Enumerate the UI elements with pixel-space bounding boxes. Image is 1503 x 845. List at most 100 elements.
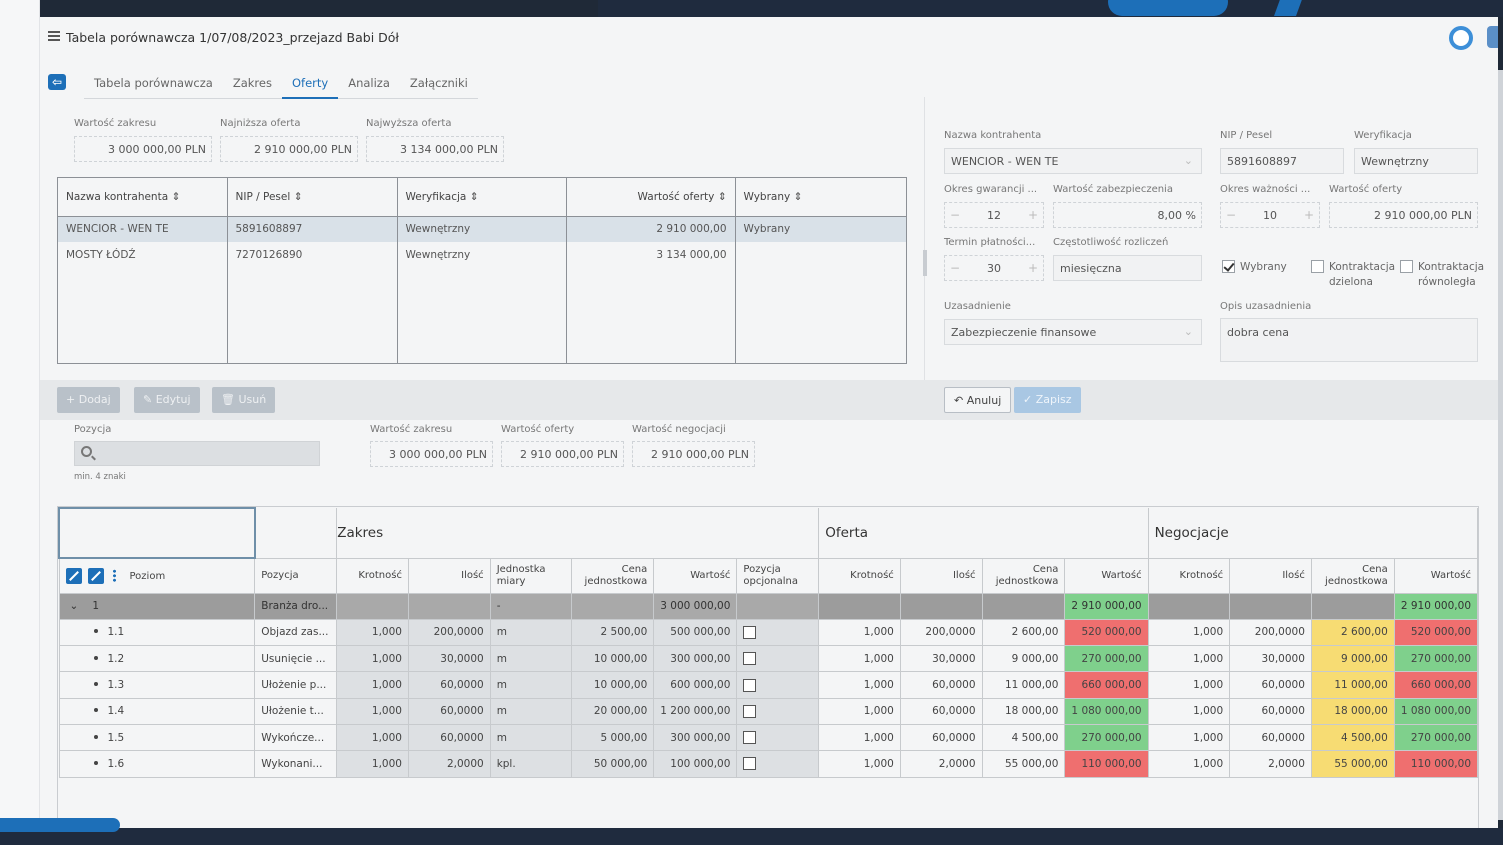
collapse-all-icon[interactable] bbox=[87, 567, 104, 584]
col-header-verification[interactable]: Weryfikacja ⇕ bbox=[397, 178, 567, 217]
optional-checkbox[interactable] bbox=[743, 757, 757, 771]
tab-offers[interactable]: Oferty bbox=[281, 73, 339, 99]
table-row[interactable]: 1.5 Wykończe... 1,000 60,0000 m 5 000,00 300 0… bbox=[58, 723, 1478, 752]
parallel-contracting-checkbox[interactable] bbox=[1400, 260, 1413, 273]
cell-optional bbox=[736, 671, 820, 699]
col-value[interactable]: Wartość bbox=[653, 557, 738, 594]
table-row[interactable]: WENCIOR - WEN TE 5891608897 Wewnętrzny 2… bbox=[58, 216, 906, 242]
col-neg-unit-price[interactable]: Cena jednostkowa bbox=[1310, 557, 1395, 594]
optional-checkbox[interactable] bbox=[743, 731, 757, 745]
expand-all-icon[interactable] bbox=[65, 567, 82, 584]
position-search-input[interactable] bbox=[74, 441, 320, 466]
payment-term-stepper[interactable]: −30 + bbox=[944, 255, 1044, 281]
edit-button[interactable]: ✎ Edytuj bbox=[134, 387, 200, 413]
cell-neg-value: 2 910 000,00 bbox=[1393, 592, 1478, 620]
col-offer-multiplicity[interactable]: Krotność bbox=[818, 557, 901, 594]
security-field[interactable]: 8,00 % bbox=[1053, 202, 1202, 228]
tab-scope[interactable]: Zakres bbox=[232, 76, 272, 90]
optional-checkbox[interactable] bbox=[743, 678, 757, 692]
group-header-scope: Zakres bbox=[336, 508, 820, 559]
col-neg-multiplicity[interactable]: Krotność bbox=[1147, 557, 1231, 594]
split-contracting-checkbox[interactable] bbox=[1311, 260, 1324, 273]
col-position[interactable]: Pozycja bbox=[254, 557, 338, 594]
col-offer-value[interactable]: Wartość bbox=[1064, 557, 1149, 594]
cell-neg-unit-price: 4 500,00 bbox=[1310, 723, 1395, 752]
table-row[interactable]: 1.4 Ułożenie t... 1,000 60,0000 m 20 000,00 1 … bbox=[58, 697, 1478, 725]
add-button[interactable]: + Dodaj bbox=[57, 387, 120, 413]
tab-attachments[interactable]: Załączniki bbox=[409, 76, 468, 90]
delete-button[interactable]: 🗑 Usuń bbox=[212, 387, 276, 413]
resize-handle[interactable] bbox=[923, 250, 927, 276]
cell-unit: - bbox=[489, 592, 573, 620]
cell-quantity: 200,0000 bbox=[407, 618, 491, 647]
payment-term-label: Termin płatności... bbox=[944, 237, 1036, 248]
save-button[interactable]: ✓ Zapisz bbox=[1014, 387, 1081, 413]
col-quantity[interactable]: Ilość bbox=[407, 557, 491, 594]
col-multiplicity[interactable]: Krotność bbox=[336, 557, 409, 594]
optional-checkbox[interactable] bbox=[743, 652, 757, 666]
justification-select[interactable]: Zabezpieczenie finansowe ⌄ bbox=[944, 319, 1202, 345]
cell-position: Branża dro... bbox=[254, 592, 338, 620]
verification-field[interactable]: Wewnętrzny bbox=[1354, 148, 1478, 174]
database-icon[interactable] bbox=[1487, 26, 1498, 48]
cell-position: Ułożenie p... bbox=[254, 671, 338, 699]
filter-scope-label: Wartość zakresu bbox=[370, 424, 453, 435]
status-ring-icon[interactable] bbox=[1449, 26, 1473, 50]
col-header-nip[interactable]: NIP / Pesel ⇕ bbox=[227, 178, 398, 217]
optional-checkbox[interactable] bbox=[743, 625, 757, 639]
cancel-button[interactable]: ↶ Anuluj bbox=[944, 387, 1012, 413]
parallel-contracting-label: Kontraktacja równoległa bbox=[1418, 261, 1485, 288]
col-offer-quantity[interactable]: Ilość bbox=[899, 557, 983, 594]
justification-label: Uzasadnienie bbox=[944, 301, 1011, 312]
cell-offer-value: 3 134 000,00 bbox=[566, 242, 736, 268]
col-unit-price[interactable]: Cena jednostkowa bbox=[571, 557, 655, 594]
cell-selected bbox=[735, 242, 906, 268]
cell-verification: Wewnętrzny bbox=[397, 216, 567, 242]
validity-stepper[interactable]: −10 + bbox=[1220, 202, 1320, 228]
cell-offer-unit-price: 11 000,00 bbox=[981, 671, 1066, 699]
group-row[interactable]: ⌄ 1 Branża dro... - 3 000 000,00 2 910 00… bbox=[58, 592, 1478, 620]
search-hint: min. 4 znaki bbox=[74, 472, 126, 482]
col-optional[interactable]: Pozycja opcjonalna bbox=[736, 557, 820, 594]
cell-neg-multiplicity: 1,000 bbox=[1147, 671, 1231, 699]
settlement-field[interactable]: miesięczna bbox=[1053, 255, 1202, 281]
scrollbar[interactable] bbox=[1498, 70, 1503, 820]
offer-value-field[interactable]: 2 910 000,00 PLN bbox=[1329, 202, 1478, 228]
col-header-offer-value[interactable]: Wartość oferty ⇕ bbox=[566, 178, 736, 217]
cell-optional bbox=[736, 645, 820, 673]
nip-field[interactable]: 5891608897 bbox=[1220, 148, 1344, 174]
tab-comparison-table[interactable]: Tabela porównawcza bbox=[94, 76, 213, 90]
cell-offer-multiplicity: 1,000 bbox=[818, 671, 901, 699]
col-offer-unit-price[interactable]: Cena jednostkowa bbox=[981, 557, 1066, 594]
col-header-contractor[interactable]: Nazwa kontrahenta ⇕ bbox=[58, 178, 228, 217]
highest-offer-field: 3 134 000,00 PLN bbox=[366, 136, 504, 162]
cell-neg-quantity: 2,0000 bbox=[1229, 750, 1312, 778]
menu-icon[interactable] bbox=[48, 31, 60, 41]
table-row[interactable]: 1.3 Ułożenie p... 1,000 60,0000 m 10 000,00 60… bbox=[58, 671, 1478, 699]
table-row[interactable]: MOSTY ŁÓDŹ 7270126890 Wewnętrzny 3 134 0… bbox=[58, 242, 906, 268]
cell-level: 1.6 bbox=[58, 750, 256, 778]
table-row[interactable]: 1.1 Objazd zas... 1,000 200,0000 m 2 500,00 50… bbox=[58, 618, 1478, 647]
cell-offer-quantity: 30,0000 bbox=[899, 645, 983, 673]
table-row[interactable]: 1.2 Usunięcie ... 1,000 30,0000 m 10 000,00 30… bbox=[58, 645, 1478, 673]
col-header-selected[interactable]: Wybrany ⇕ bbox=[735, 178, 906, 217]
details-table: Zakres Oferta Negocjacje Poziom Pozycja … bbox=[57, 506, 1479, 828]
chevron-down-icon[interactable]: ⌄ bbox=[69, 600, 79, 613]
col-neg-quantity[interactable]: Ilość bbox=[1229, 557, 1312, 594]
table-row[interactable]: 1.6 Wykonani... 1,000 2,0000 kpl. 50 000,00 10… bbox=[58, 750, 1478, 778]
back-arrow-icon[interactable]: ⇦ bbox=[48, 74, 66, 90]
optional-checkbox[interactable] bbox=[743, 704, 757, 718]
col-neg-value[interactable]: Wartość bbox=[1393, 557, 1478, 594]
warranty-stepper[interactable]: −12 + bbox=[944, 202, 1044, 228]
grid-corner-cell[interactable] bbox=[58, 507, 256, 559]
tab-analysis[interactable]: Analiza bbox=[348, 76, 390, 90]
more-options-icon[interactable] bbox=[112, 569, 116, 583]
col-unit[interactable]: Jednostka miary bbox=[489, 557, 573, 594]
cell-offer-value: 2 910 000,00 bbox=[1064, 592, 1149, 620]
cell-quantity: 2,0000 bbox=[407, 750, 491, 778]
justification-desc-textarea[interactable]: dobra cena bbox=[1220, 318, 1478, 362]
panel-divider bbox=[924, 97, 925, 382]
contractor-select[interactable]: WENCIOR - WEN TE ⌄ bbox=[944, 148, 1202, 174]
cell-offer-unit-price: 9 000,00 bbox=[981, 645, 1066, 673]
selected-checkbox[interactable] bbox=[1222, 260, 1235, 273]
